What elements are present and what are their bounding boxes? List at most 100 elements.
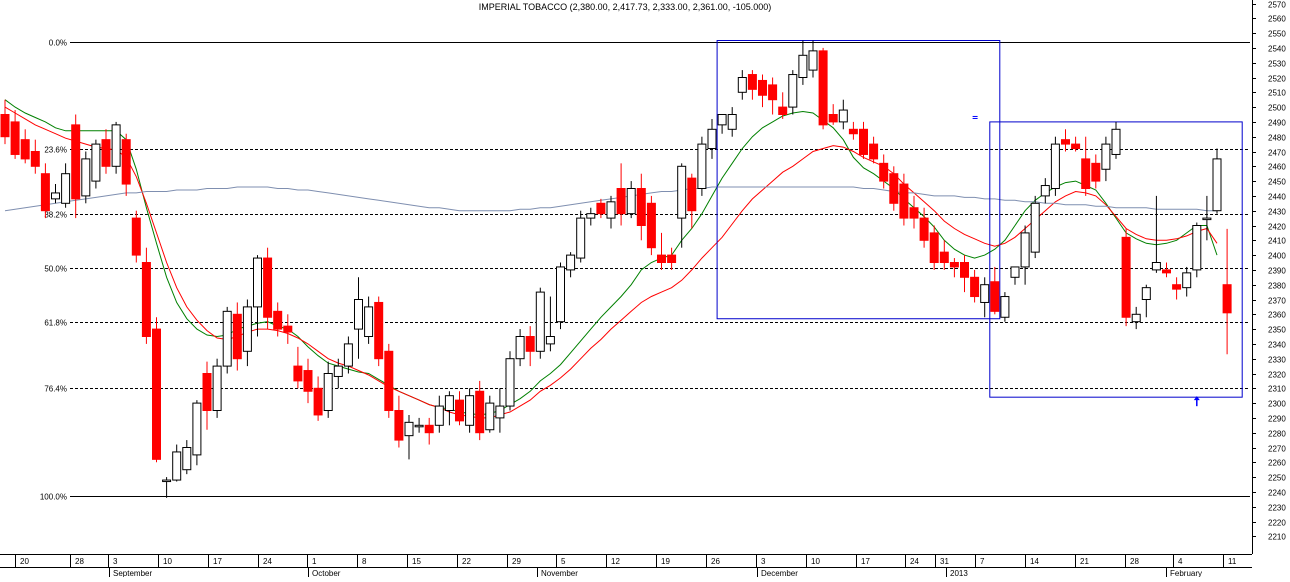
candle-body	[1010, 266, 1020, 278]
candle-body	[970, 276, 980, 298]
x-day-label: 10	[811, 557, 820, 566]
x-day-label: 28	[75, 557, 84, 566]
candle-body	[91, 143, 101, 182]
candle-body	[919, 217, 929, 241]
candle-body	[1151, 262, 1161, 271]
candle-body	[646, 202, 656, 249]
candle-body	[727, 114, 737, 130]
x-month-label: September	[113, 569, 152, 577]
y-tick-label: 2380	[1268, 282, 1286, 291]
fib-level-label: 50.0%	[44, 265, 67, 274]
candle-body	[404, 421, 414, 437]
candle-body	[667, 254, 677, 264]
y-tick-label: 2470	[1268, 149, 1286, 158]
x-month-label: November	[541, 569, 578, 577]
x-month-label: October	[312, 569, 341, 577]
annotation-box	[716, 40, 1001, 320]
y-tick-label: 2220	[1268, 519, 1286, 528]
fib-level-label: 76.4%	[44, 385, 67, 394]
candle-body	[616, 188, 626, 215]
y-tick-label: 2260	[1268, 459, 1286, 468]
candle-body	[899, 183, 909, 219]
candle-body	[455, 399, 464, 422]
candle-body	[232, 313, 242, 360]
candle-body	[939, 251, 949, 263]
candle-body	[515, 336, 525, 360]
arrow-up-marker-head	[1193, 396, 1200, 401]
y-tick-label: 2310	[1268, 385, 1286, 394]
candle-body	[384, 350, 394, 411]
candle-body	[1162, 269, 1171, 274]
y-tick-label: 2270	[1268, 445, 1286, 454]
candle-body	[202, 373, 212, 411]
candle-body	[1020, 232, 1030, 268]
candle-body	[788, 74, 798, 108]
candle-body	[51, 192, 60, 200]
y-tick-label: 2460	[1268, 163, 1286, 172]
x-day-label: 8	[362, 557, 367, 566]
y-tick-label: 2530	[1268, 60, 1286, 69]
candle-body	[152, 328, 161, 460]
candle-body	[818, 50, 828, 126]
candle-body	[717, 114, 727, 126]
markers	[972, 115, 1200, 407]
x-day-label: 11	[1228, 557, 1237, 566]
x-day-label: 28	[1130, 557, 1139, 566]
candle-body	[0, 114, 10, 138]
candle-body	[586, 213, 596, 219]
candle-body	[1212, 158, 1222, 212]
y-tick-label: 2330	[1268, 356, 1286, 365]
y-tick-label: 2490	[1268, 119, 1286, 128]
candle-body	[606, 201, 616, 219]
candle-body	[485, 402, 495, 431]
y-tick-label: 2400	[1268, 252, 1286, 261]
y-tick-label: 2410	[1268, 237, 1286, 246]
candle-body	[596, 202, 606, 215]
candle-body	[30, 151, 40, 167]
candle-body	[111, 124, 121, 167]
x-day-label: 10	[163, 557, 172, 566]
x-day-label: 29	[512, 557, 521, 566]
candle-body	[636, 188, 646, 226]
y-tick-label: 2550	[1268, 30, 1286, 39]
candle-body	[535, 291, 545, 352]
y-tick-label: 2420	[1268, 223, 1286, 232]
candle-body	[1030, 202, 1040, 253]
candle-body	[313, 387, 323, 416]
candle-body	[980, 284, 990, 303]
candle-body	[707, 128, 717, 150]
y-tick-label: 2370	[1268, 297, 1286, 306]
candle-body	[859, 128, 868, 155]
x-day-label: 4	[1178, 557, 1183, 566]
candle-body	[20, 139, 30, 160]
x-day-label: 26	[711, 557, 720, 566]
candle-body	[1192, 225, 1202, 271]
candle-body	[131, 217, 141, 256]
candle-body	[889, 173, 899, 204]
candle-body	[475, 390, 485, 434]
candle-body	[141, 262, 151, 337]
candle-body	[576, 217, 586, 259]
moving-average-line	[4, 99, 1218, 416]
x-day-label: 5	[561, 557, 566, 566]
candle-body	[566, 254, 576, 271]
candle-body	[778, 106, 788, 115]
y-tick-label: 2500	[1268, 104, 1286, 113]
candle-body	[1040, 185, 1050, 197]
candle-body	[333, 365, 343, 377]
candle-body	[263, 257, 273, 318]
candle-body	[1081, 158, 1091, 189]
moving-average-line	[4, 106, 1218, 419]
x-day-label: 24	[263, 557, 272, 566]
candle-body	[1000, 296, 1010, 318]
candle-body	[192, 402, 202, 456]
candle-body	[505, 358, 515, 407]
candle-body	[687, 177, 697, 212]
x-day-label: 21	[1080, 557, 1089, 566]
candle-body	[990, 281, 1000, 312]
candle-body	[960, 262, 969, 278]
y-axis: 2210 2220 2230 2240 2250 2260 2270 2280 2290 2300…	[1252, 0, 1286, 554]
